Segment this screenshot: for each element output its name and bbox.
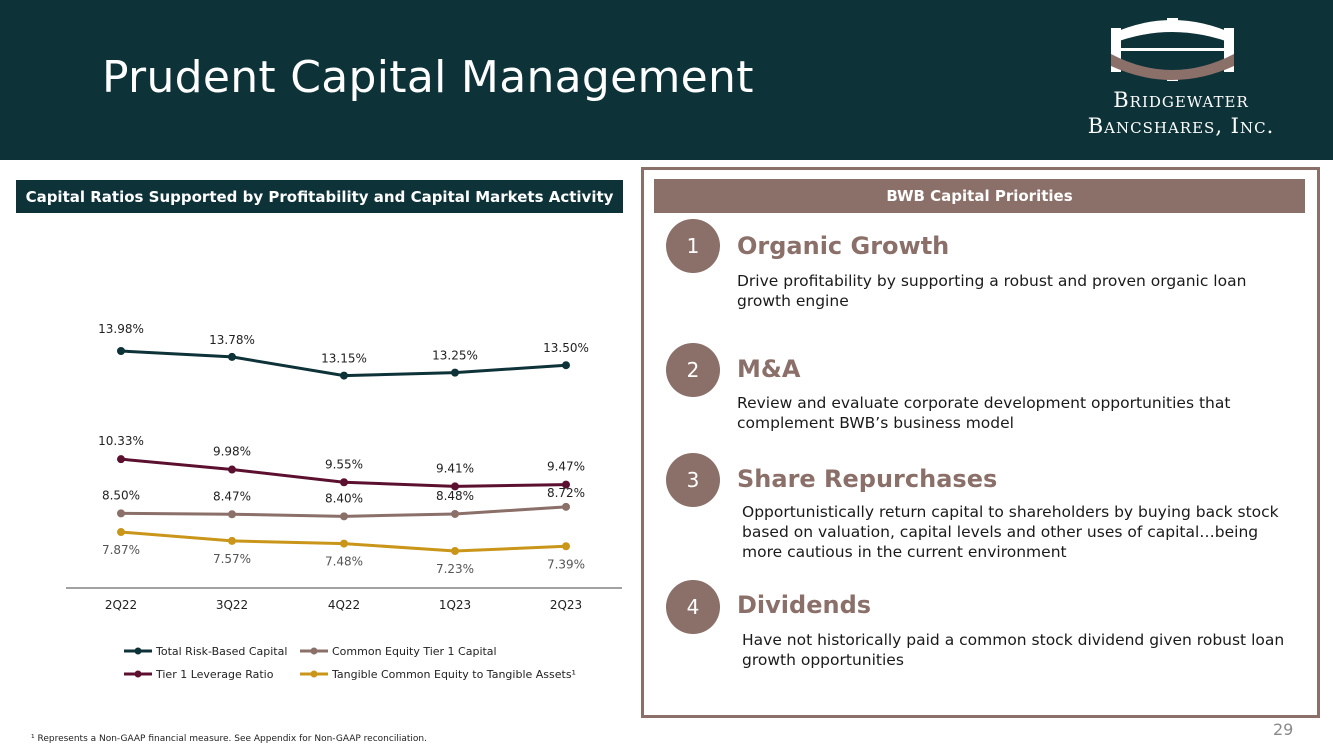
data-label-tangible-common-equity-to-tangible-assets-2q23: 7.39%	[547, 557, 585, 571]
data-label-tangible-common-equity-to-tangible-assets-4q22: 7.48%	[325, 555, 363, 569]
logo-text-line1: Bridgewater	[1113, 88, 1249, 112]
priorities-panel	[641, 167, 1320, 718]
legend-marker-total-risk-based-capital	[134, 647, 142, 655]
priority-number-2: 2	[666, 343, 720, 397]
legend-label-tier-1-leverage-ratio: Tier 1 Leverage Ratio	[155, 668, 274, 681]
priority-number-4: 4	[666, 580, 720, 634]
legend-marker-common-equity-tier-1-capital	[310, 647, 318, 655]
priority-title-organic-growth: Organic Growth	[737, 232, 950, 260]
legend-label-tangible-common-equity-to-tangible-assets: Tangible Common Equity to Tangible Asset…	[331, 668, 576, 681]
data-point-tier-1-leverage-ratio-2q22	[117, 455, 125, 464]
priority-desc-dividends: Have not historically paid a common stoc…	[742, 631, 1285, 669]
priority-desc-m-and-a: Review and evaluate corporate developmen…	[737, 394, 1231, 432]
data-point-common-equity-tier-1-capital-1q23	[451, 509, 459, 518]
data-point-tangible-common-equity-to-tangible-assets-3q22	[228, 536, 236, 545]
data-point-common-equity-tier-1-capital-2q22	[117, 509, 125, 518]
priority-title-dividends: Dividends	[737, 591, 872, 619]
priority-title-m-and-a: M&A	[737, 355, 801, 383]
company-logo: Bridgewater Bancshares, Inc.	[1066, 14, 1296, 144]
x-tick-label-3q22: 3Q22	[216, 598, 248, 612]
x-tick-label-1q23: 1Q23	[439, 598, 471, 612]
priority-title-share-repurchases: Share Repurchases	[737, 465, 998, 493]
data-label-common-equity-tier-1-capital-1q23: 8.48%	[436, 489, 474, 503]
data-label-common-equity-tier-1-capital-4q22: 8.40%	[325, 491, 363, 505]
priority-desc-organic-growth: Drive profitability by supporting a robu…	[737, 272, 1247, 310]
data-point-total-risk-based-capital-1q23	[451, 368, 459, 377]
data-label-total-risk-based-capital-3q22: 13.78%	[209, 333, 255, 347]
legend-label-total-risk-based-capital: Total Risk-Based Capital	[155, 645, 287, 658]
data-label-tier-1-leverage-ratio-1q23: 9.41%	[436, 461, 474, 475]
data-point-tangible-common-equity-to-tangible-assets-4q22	[340, 539, 348, 548]
data-label-tier-1-leverage-ratio-4q22: 9.55%	[325, 457, 363, 471]
data-label-tangible-common-equity-to-tangible-assets-2q22: 7.87%	[102, 543, 140, 557]
data-label-total-risk-based-capital-2q22: 13.98%	[98, 322, 144, 336]
priority-desc-share-repurchases: Opportunistically return capital to shar…	[742, 503, 1279, 561]
logo-text-line2: Bancshares, Inc.	[1087, 114, 1275, 138]
data-label-total-risk-based-capital-4q22: 13.15%	[321, 352, 367, 366]
page-number: 29	[1273, 720, 1294, 739]
data-point-tier-1-leverage-ratio-4q22	[340, 478, 348, 487]
footnote: ¹ Represents a Non-GAAP financial measur…	[31, 734, 427, 744]
data-point-tangible-common-equity-to-tangible-assets-1q23	[451, 547, 459, 555]
data-point-tier-1-leverage-ratio-3q22	[228, 465, 236, 474]
header-bar: Prudent Capital Management Bridgewater B…	[0, 0, 1333, 160]
data-point-tangible-common-equity-to-tangible-assets-2q22	[117, 528, 125, 537]
data-label-common-equity-tier-1-capital-2q23: 8.72%	[547, 486, 585, 500]
bridge-logo-icon	[1111, 18, 1234, 81]
data-point-total-risk-based-capital-4q22	[340, 371, 348, 380]
data-label-tier-1-leverage-ratio-2q23: 9.47%	[547, 460, 585, 474]
data-point-common-equity-tier-1-capital-4q22	[340, 512, 348, 521]
data-point-tangible-common-equity-to-tangible-assets-2q23	[562, 542, 570, 551]
legend-marker-tier-1-leverage-ratio	[134, 670, 142, 678]
x-tick-label-4q22: 4Q22	[328, 598, 360, 612]
data-label-tier-1-leverage-ratio-2q22: 10.33%	[98, 434, 144, 448]
chart-section-banner: Capital Ratios Supported by Profitabilit…	[16, 180, 623, 213]
page-title: Prudent Capital Management	[102, 52, 754, 103]
priority-number-3: 3	[666, 453, 720, 507]
legend-marker-tangible-common-equity-to-tangible-assets	[310, 670, 318, 678]
data-label-tangible-common-equity-to-tangible-assets-3q22: 7.57%	[213, 552, 251, 566]
data-point-common-equity-tier-1-capital-3q22	[228, 510, 236, 519]
data-label-tangible-common-equity-to-tangible-assets-1q23: 7.23%	[436, 562, 474, 576]
data-label-total-risk-based-capital-1q23: 13.25%	[432, 349, 478, 363]
data-point-total-risk-based-capital-2q23	[562, 361, 570, 370]
data-label-common-equity-tier-1-capital-2q22: 8.50%	[102, 488, 140, 502]
data-point-total-risk-based-capital-3q22	[228, 352, 236, 361]
data-point-total-risk-based-capital-2q22	[117, 347, 125, 355]
data-label-common-equity-tier-1-capital-3q22: 8.47%	[213, 489, 251, 503]
data-label-tier-1-leverage-ratio-3q22: 9.98%	[213, 445, 251, 459]
data-point-tier-1-leverage-ratio-1q23	[451, 482, 459, 491]
x-tick-label-2q23: 2Q23	[550, 598, 582, 612]
capital-ratios-chart: 2Q22 3Q22 4Q22 1Q23 2Q23 13.98% 13.78% 13.15% 13…	[66, 322, 622, 681]
data-point-tier-1-leverage-ratio-2q23	[562, 480, 570, 489]
data-label-total-risk-based-capital-2q23: 13.50%	[543, 341, 589, 355]
data-point-common-equity-tier-1-capital-2q23	[562, 502, 570, 511]
priority-number-1: 1	[666, 219, 720, 273]
priorities-banner: BWB Capital Priorities	[654, 179, 1305, 213]
legend-label-common-equity-tier-1-capital: Common Equity Tier 1 Capital	[332, 645, 497, 658]
x-tick-label-2q22: 2Q22	[105, 598, 137, 612]
